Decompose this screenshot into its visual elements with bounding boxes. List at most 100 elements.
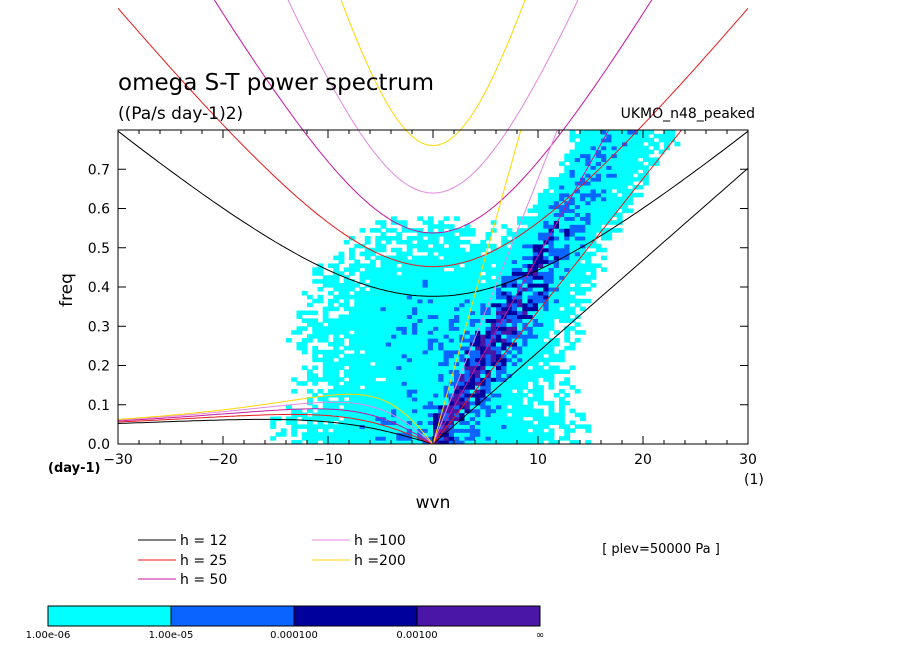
spectrum-cell <box>616 153 623 159</box>
spectrum-cell <box>438 424 445 429</box>
spectrum-cell <box>454 396 460 402</box>
spectrum-cell <box>333 373 340 378</box>
spectrum-cell <box>333 334 340 339</box>
spectrum-cell <box>375 239 382 245</box>
spectrum-cell <box>322 330 329 335</box>
spectrum-cell <box>464 334 471 339</box>
spectrum-cell <box>312 353 319 359</box>
spectrum-cell <box>380 353 387 359</box>
spectrum-cell <box>349 322 355 327</box>
spectrum-cell <box>422 239 429 245</box>
spectrum-cell <box>433 263 439 268</box>
dispersion-curves <box>118 130 748 444</box>
spectrum-cell <box>469 416 476 422</box>
spectrum-cell <box>517 440 523 444</box>
spectrum-cell <box>527 232 534 237</box>
spectrum-cell <box>391 334 397 339</box>
spectrum-cell <box>406 392 413 398</box>
spectrum-cell <box>443 436 450 441</box>
spectrum-cell <box>422 259 429 265</box>
spectrum-cell <box>585 279 592 284</box>
spectrum-cell <box>475 334 481 339</box>
spectrum-cell <box>380 424 387 429</box>
spectrum-cell <box>501 369 508 374</box>
spectrum-cell <box>559 436 565 441</box>
spectrum-cell <box>595 212 602 217</box>
spectrum-cell <box>506 361 513 367</box>
spectrum-cell <box>469 389 476 394</box>
spectrum-cell <box>532 243 539 249</box>
spectrum-cell <box>522 381 529 386</box>
spectrum-cell <box>359 389 366 394</box>
spectrum-cell <box>585 251 592 257</box>
spectrum-cell <box>648 161 655 166</box>
spectrum-cell <box>496 416 502 422</box>
spectrum-cell <box>443 239 450 245</box>
spectrum-cell <box>385 322 392 327</box>
spectrum-cell <box>490 400 497 406</box>
spectrum-cell <box>606 130 613 135</box>
spectrum-cell <box>359 228 366 233</box>
spectrum-cell <box>517 306 523 312</box>
spectrum-cell <box>517 428 523 433</box>
spectrum-cell <box>375 279 382 284</box>
spectrum-cell <box>595 169 602 174</box>
spectrum-cell <box>464 440 471 444</box>
spectrum-cell <box>543 212 550 217</box>
spectrum-cell <box>469 330 476 335</box>
spectrum-cell <box>370 302 376 308</box>
spectrum-cell <box>622 137 628 143</box>
spectrum-cell <box>595 220 602 225</box>
spectrum-cell <box>543 208 550 214</box>
spectrum-cell <box>406 243 413 249</box>
spectrum-cell <box>564 259 571 265</box>
spectrum-cell <box>338 424 345 429</box>
spectrum-cell <box>396 306 403 312</box>
spectrum-cell <box>506 381 513 386</box>
spectrum-cell <box>307 432 313 437</box>
spectrum-cell <box>364 239 371 245</box>
spectrum-cell <box>480 243 487 249</box>
spectrum-cell <box>448 283 455 288</box>
spectrum-cell <box>427 251 434 257</box>
spectrum-cell <box>375 330 382 335</box>
spectrum-cell <box>606 208 613 214</box>
spectrum-cell <box>522 420 529 425</box>
spectrum-cell <box>543 357 550 363</box>
spectrum-cell <box>574 279 581 284</box>
spectrum-cell <box>412 326 418 331</box>
spectrum-cell <box>595 196 602 202</box>
spectrum-cell <box>364 310 371 316</box>
spectrum-cell <box>622 153 628 159</box>
spectrum-cell <box>643 177 649 182</box>
spectrum-cell <box>454 424 460 429</box>
spectrum-cell <box>548 177 555 182</box>
spectrum-cell <box>553 302 560 308</box>
spectrum-cell <box>375 385 382 390</box>
spectrum-cell <box>564 294 571 300</box>
spectrum-cell <box>475 243 481 249</box>
spectrum-cell <box>475 287 481 292</box>
spectrum-cell <box>286 420 292 425</box>
spectrum-cell <box>443 290 450 296</box>
spectrum-cell <box>506 341 513 347</box>
spectrum-cell <box>354 412 361 418</box>
spectrum-cell <box>401 365 408 371</box>
spectrum-cell <box>548 420 555 425</box>
spectrum-cell <box>595 204 602 210</box>
spectrum-cell <box>580 275 586 280</box>
spectrum-cell <box>406 436 413 441</box>
spectrum-cell <box>401 424 408 429</box>
spectrum-cell <box>343 298 350 304</box>
spectrum-cell <box>611 141 618 147</box>
spectrum-cell <box>396 334 403 339</box>
spectrum-cell <box>422 255 429 261</box>
spectrum-cell <box>475 381 481 386</box>
spectrum-cell <box>543 279 550 284</box>
spectrum-cell <box>532 271 539 276</box>
spectrum-cell <box>464 224 471 229</box>
spectrum-cell <box>543 377 550 382</box>
spectrum-cell <box>354 310 361 316</box>
spectrum-cell <box>574 161 581 166</box>
spectrum-cell <box>370 283 376 288</box>
